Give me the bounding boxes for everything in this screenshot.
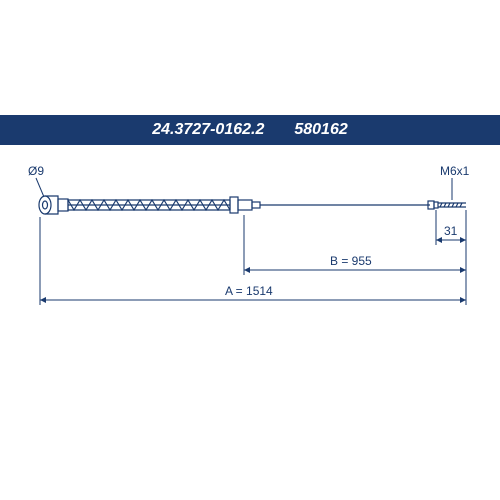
ref-number: 580162 (294, 121, 347, 139)
svg-text:B = 955: B = 955 (330, 254, 372, 268)
header-bar: 24.3727-0162.2 580162 (0, 115, 500, 145)
fitting-collar (230, 197, 260, 213)
dimension-a: A = 1514 (40, 217, 466, 305)
spring-section (58, 199, 230, 211)
svg-text:31: 31 (444, 224, 458, 238)
dimension-c: 31 (436, 210, 466, 245)
dimension-b: B = 955 (244, 215, 466, 275)
part-number: 24.3727-0162.2 (152, 121, 264, 139)
technical-diagram: Ø9 M6x1 31 B = 955 A = 1514 (0, 145, 500, 385)
thread-label: M6x1 (440, 164, 470, 178)
left-eye-label: Ø9 (28, 164, 44, 178)
left-eye (39, 196, 58, 214)
right-end-fitting (428, 201, 466, 209)
svg-text:A = 1514: A = 1514 (225, 284, 273, 298)
